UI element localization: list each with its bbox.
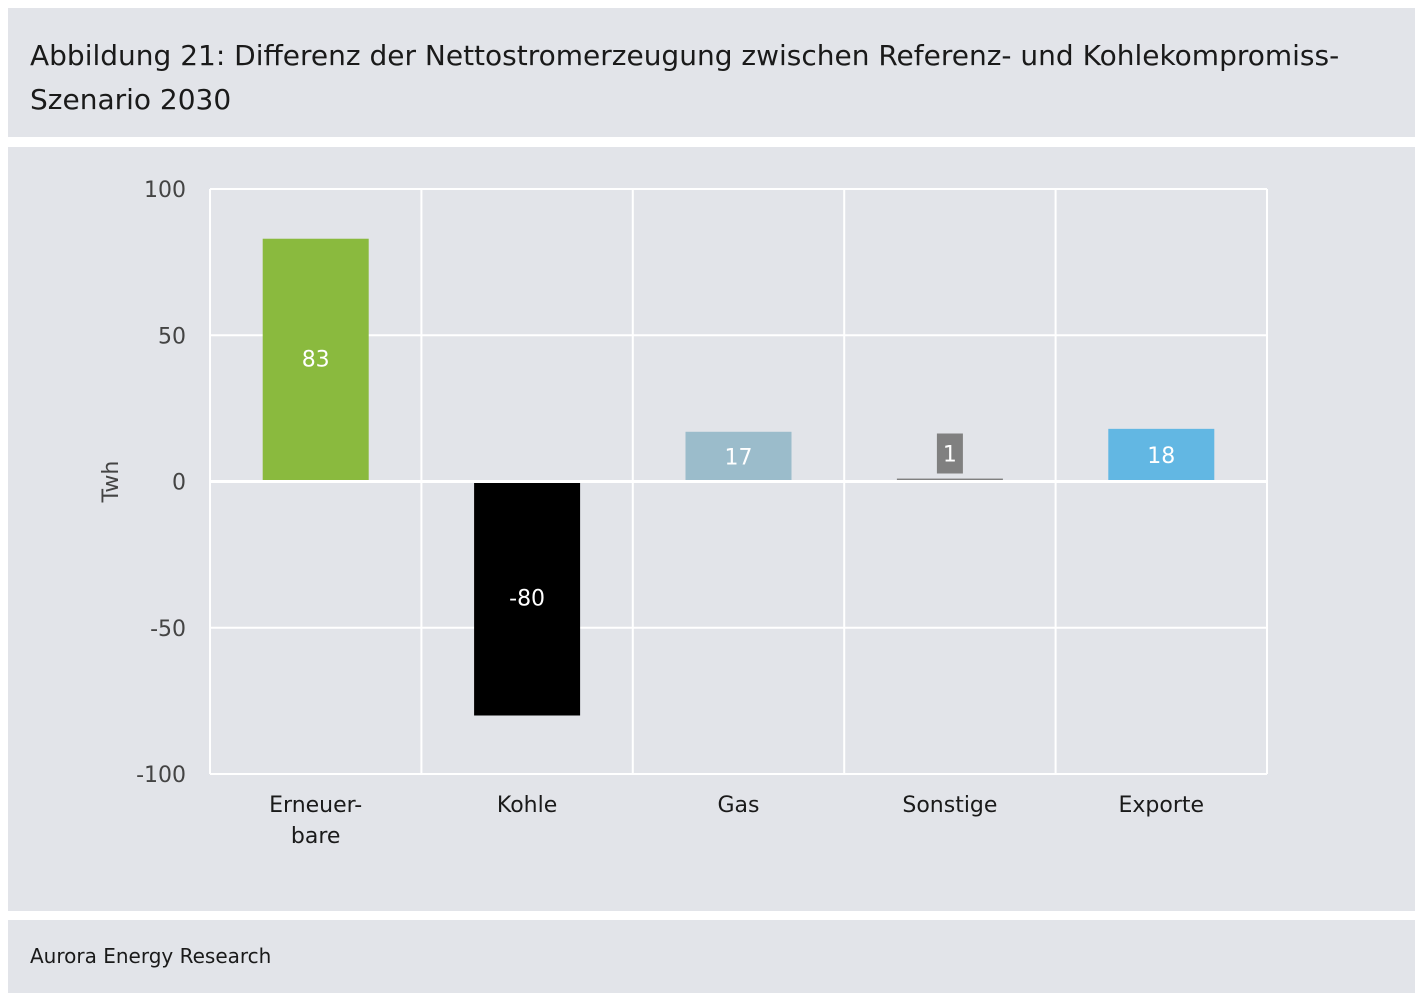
value-label: 83 (302, 348, 330, 373)
source-note: Aurora Energy Research (30, 944, 272, 968)
bar-chart: 83 -80 17 1 18 100 50 0 -50 -100 Erneuer-bare Kohl… (99, 178, 1268, 849)
category-label: Erneuer- (269, 793, 362, 818)
chart-panel: 83 -80 17 1 18 100 50 0 -50 -100 Erneuer-bare Kohl… (8, 147, 1415, 911)
title-panel: Abbildung 21: Differenz der Nettostromer… (8, 8, 1415, 137)
y-axis-title: Twh (99, 461, 124, 504)
y-tick-label: -50 (150, 617, 186, 642)
bar-0 (262, 238, 369, 482)
bar-4 (1108, 428, 1215, 482)
y-tick-label: 100 (144, 178, 186, 203)
category-label: Gas (718, 793, 760, 818)
category-label-line2: bare (291, 824, 341, 849)
bar-2 (685, 431, 792, 482)
value-label: 1 (943, 443, 957, 468)
bar-layer (262, 238, 1215, 716)
axis-layer: 100 50 0 -50 -100 Erneuer-bare Kohle Gas Sonstig… (99, 178, 1267, 849)
bar-1 (474, 481, 581, 716)
category-label: Exporte (1119, 793, 1205, 818)
value-label: 17 (725, 446, 753, 471)
y-tick-label: -100 (136, 763, 186, 788)
y-tick-label: 50 (158, 324, 186, 349)
label-layer: 83 -80 17 1 18 (302, 348, 1176, 612)
category-label: Sonstige (902, 793, 997, 818)
value-label: 18 (1147, 444, 1175, 469)
y-tick-label: 0 (172, 471, 186, 496)
chart-title: Abbildung 21: Differenz der Nettostromer… (30, 39, 1340, 116)
value-label: -80 (509, 587, 545, 612)
category-label: Kohle (497, 793, 557, 818)
source-panel: Aurora Energy Research (8, 920, 1415, 993)
value-label-chip (936, 433, 963, 474)
